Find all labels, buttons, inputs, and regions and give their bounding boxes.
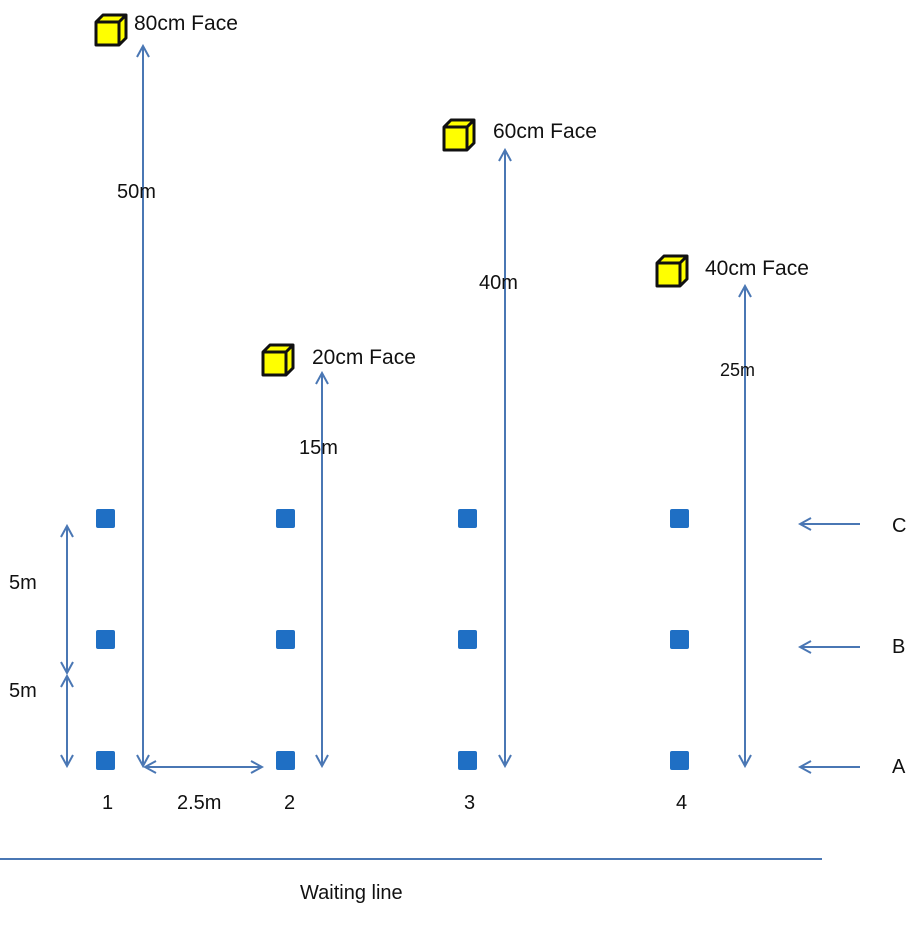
target-cube-icon <box>261 343 295 377</box>
peg-3-A <box>458 751 477 770</box>
peg-4-C <box>670 509 689 528</box>
peg-4-A <box>670 751 689 770</box>
distance-label-15m: 15m <box>299 437 338 459</box>
waiting-line-label: Waiting line <box>300 882 403 904</box>
target-label-80cm: 80cm Face <box>134 12 238 35</box>
peg-1-B <box>96 630 115 649</box>
distance-label-50m: 50m <box>117 181 156 203</box>
peg-4-B <box>670 630 689 649</box>
peg-3-B <box>458 630 477 649</box>
target-label-20cm: 20cm Face <box>312 346 416 369</box>
distance-label-40m: 40m <box>479 272 518 294</box>
peg-2-C <box>276 509 295 528</box>
row-label-A: A <box>892 756 906 778</box>
column-gap-label: 2.5m <box>177 792 222 814</box>
column-label-2: 2 <box>284 792 296 814</box>
peg-1-C <box>96 509 115 528</box>
peg-2-B <box>276 630 295 649</box>
target-cube-icon <box>442 118 476 152</box>
target-label-40cm: 40cm Face <box>705 257 809 280</box>
target-cube-icon <box>655 254 689 288</box>
row-gap-label-lower: 5m <box>9 680 37 702</box>
target-label-60cm: 60cm Face <box>493 120 597 143</box>
column-label-1: 1 <box>102 792 114 814</box>
shooting-pegs <box>96 509 689 770</box>
row-label-C: C <box>892 515 907 537</box>
distance-label-25m: 25m <box>720 360 756 380</box>
column-label-3: 3 <box>464 792 476 814</box>
peg-3-C <box>458 509 477 528</box>
row-gap-label-upper: 5m <box>9 572 37 594</box>
peg-2-A <box>276 751 295 770</box>
target-cube-icon <box>94 13 128 47</box>
row-label-B: B <box>892 636 906 658</box>
peg-1-A <box>96 751 115 770</box>
column-label-4: 4 <box>676 792 688 814</box>
